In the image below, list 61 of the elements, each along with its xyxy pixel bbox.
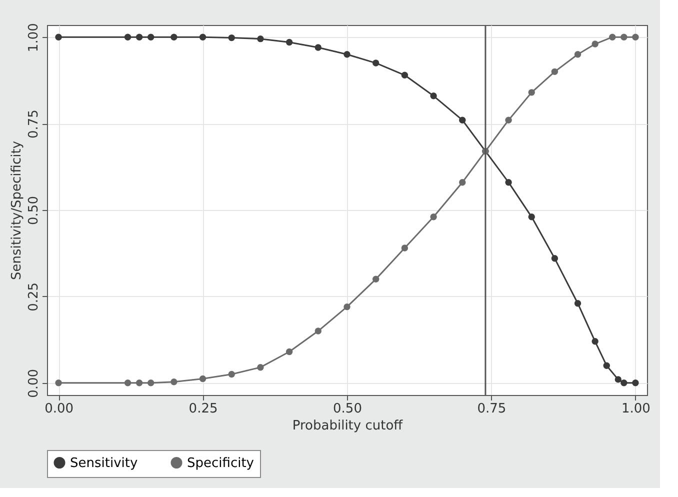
point [372, 276, 380, 283]
x-tick-label: 1.00 [621, 402, 650, 416]
legend-label: Sensitivity [70, 456, 138, 471]
x-tick-label: 0.50 [333, 402, 362, 416]
point [147, 34, 154, 40]
point [170, 378, 178, 386]
point [314, 44, 322, 51]
point [620, 34, 628, 40]
y-tick-label: 0.25 [26, 282, 42, 312]
point [528, 214, 535, 220]
point [199, 34, 206, 40]
point [614, 376, 622, 383]
point [55, 34, 62, 40]
point [228, 370, 235, 378]
point [574, 51, 582, 58]
point [286, 38, 293, 46]
point [199, 375, 206, 382]
point [286, 348, 293, 356]
y-tick-label: 1.00 [26, 23, 42, 52]
point [574, 300, 582, 307]
point [55, 380, 62, 386]
point [430, 92, 437, 100]
point [136, 380, 143, 386]
point [592, 338, 598, 345]
point [632, 380, 639, 386]
point [620, 380, 628, 386]
point [124, 380, 132, 386]
point [124, 34, 132, 40]
point [430, 214, 437, 220]
point [551, 255, 558, 262]
y-tick-label: 0.50 [26, 196, 42, 225]
point [257, 35, 264, 42]
x-tick-label: 0.25 [188, 402, 218, 416]
point [459, 116, 466, 124]
point [528, 89, 535, 96]
point [372, 60, 380, 66]
y-axis-title: Sensitivity/Specificity [10, 140, 24, 280]
point [401, 72, 408, 78]
point [344, 303, 350, 310]
point [592, 40, 598, 48]
point [632, 34, 639, 40]
point [505, 116, 512, 124]
point [609, 34, 616, 40]
x-tick-label: 0.00 [44, 402, 74, 416]
point [551, 68, 558, 76]
point [257, 364, 264, 371]
point [170, 34, 178, 40]
point [459, 178, 466, 186]
point [603, 362, 610, 369]
legend-label: Specificity [187, 456, 254, 471]
point [401, 244, 408, 252]
point [344, 51, 350, 58]
x-axis-title: Probability cutoff [292, 418, 404, 434]
point [505, 178, 512, 186]
y-tick-label: 0.75 [26, 110, 42, 139]
point [314, 328, 322, 334]
point [136, 34, 143, 40]
point [228, 34, 235, 42]
point [147, 380, 154, 386]
y-tick-label: 0.00 [26, 368, 42, 398]
x-tick-label: 0.75 [477, 402, 506, 416]
